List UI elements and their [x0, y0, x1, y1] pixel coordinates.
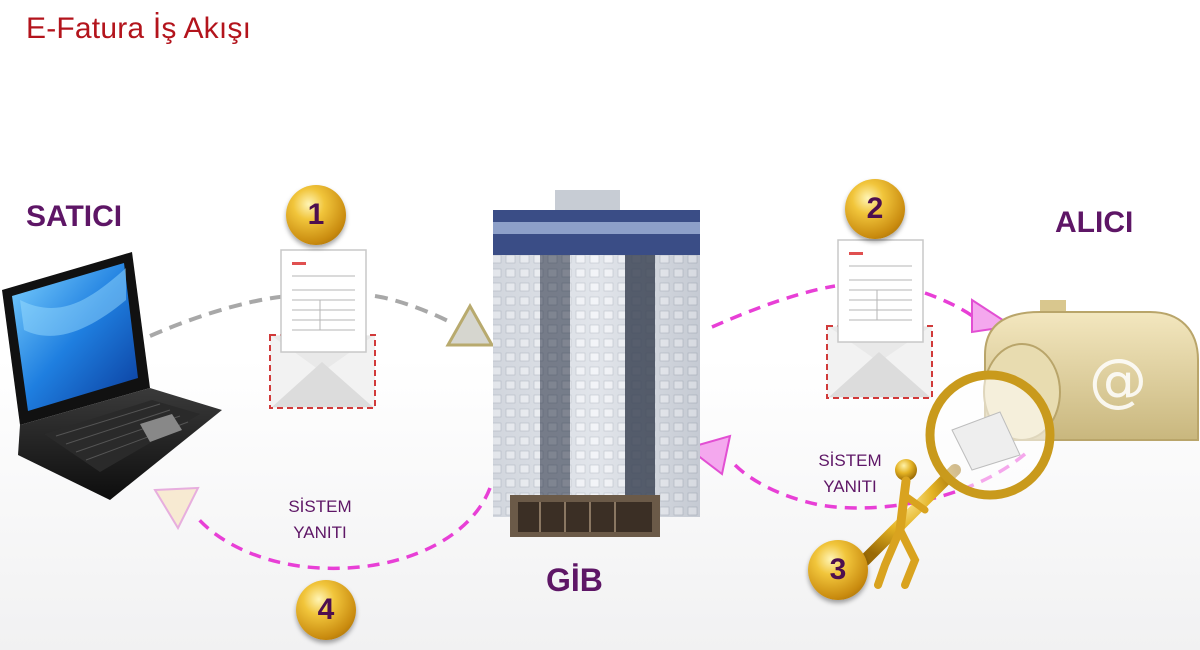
mailbox-at-symbol: @ — [1089, 346, 1147, 414]
response-label-to-seller: SİSTEM YANITI — [288, 497, 352, 542]
arrowhead-gib — [445, 302, 495, 347]
response-label-to-authority: SİSTEM YANITI — [818, 451, 882, 496]
magnifier-icon — [859, 370, 1055, 566]
step-badge-3: 3 — [808, 540, 868, 600]
office-building-icon — [493, 190, 700, 537]
invoice-envelope-icon — [826, 239, 933, 399]
authority-label: GİB — [546, 562, 603, 598]
step-badge-1: 1 — [286, 185, 346, 245]
step-badge-4: 4 — [296, 580, 356, 640]
laptop-icon — [2, 252, 222, 500]
flow-seller-to-gib — [149, 294, 495, 347]
stick-figure-icon — [874, 459, 929, 589]
invoice-envelope-icon — [269, 249, 376, 409]
flow-gib-to-seller — [153, 486, 492, 571]
arrowhead-seller — [153, 486, 200, 531]
seller-label: SATICI — [26, 200, 123, 233]
step-badge-2: 2 — [845, 179, 905, 239]
page-title: E-Fatura İş Akışı — [26, 12, 252, 45]
buyer-label: ALICI — [1055, 206, 1134, 239]
